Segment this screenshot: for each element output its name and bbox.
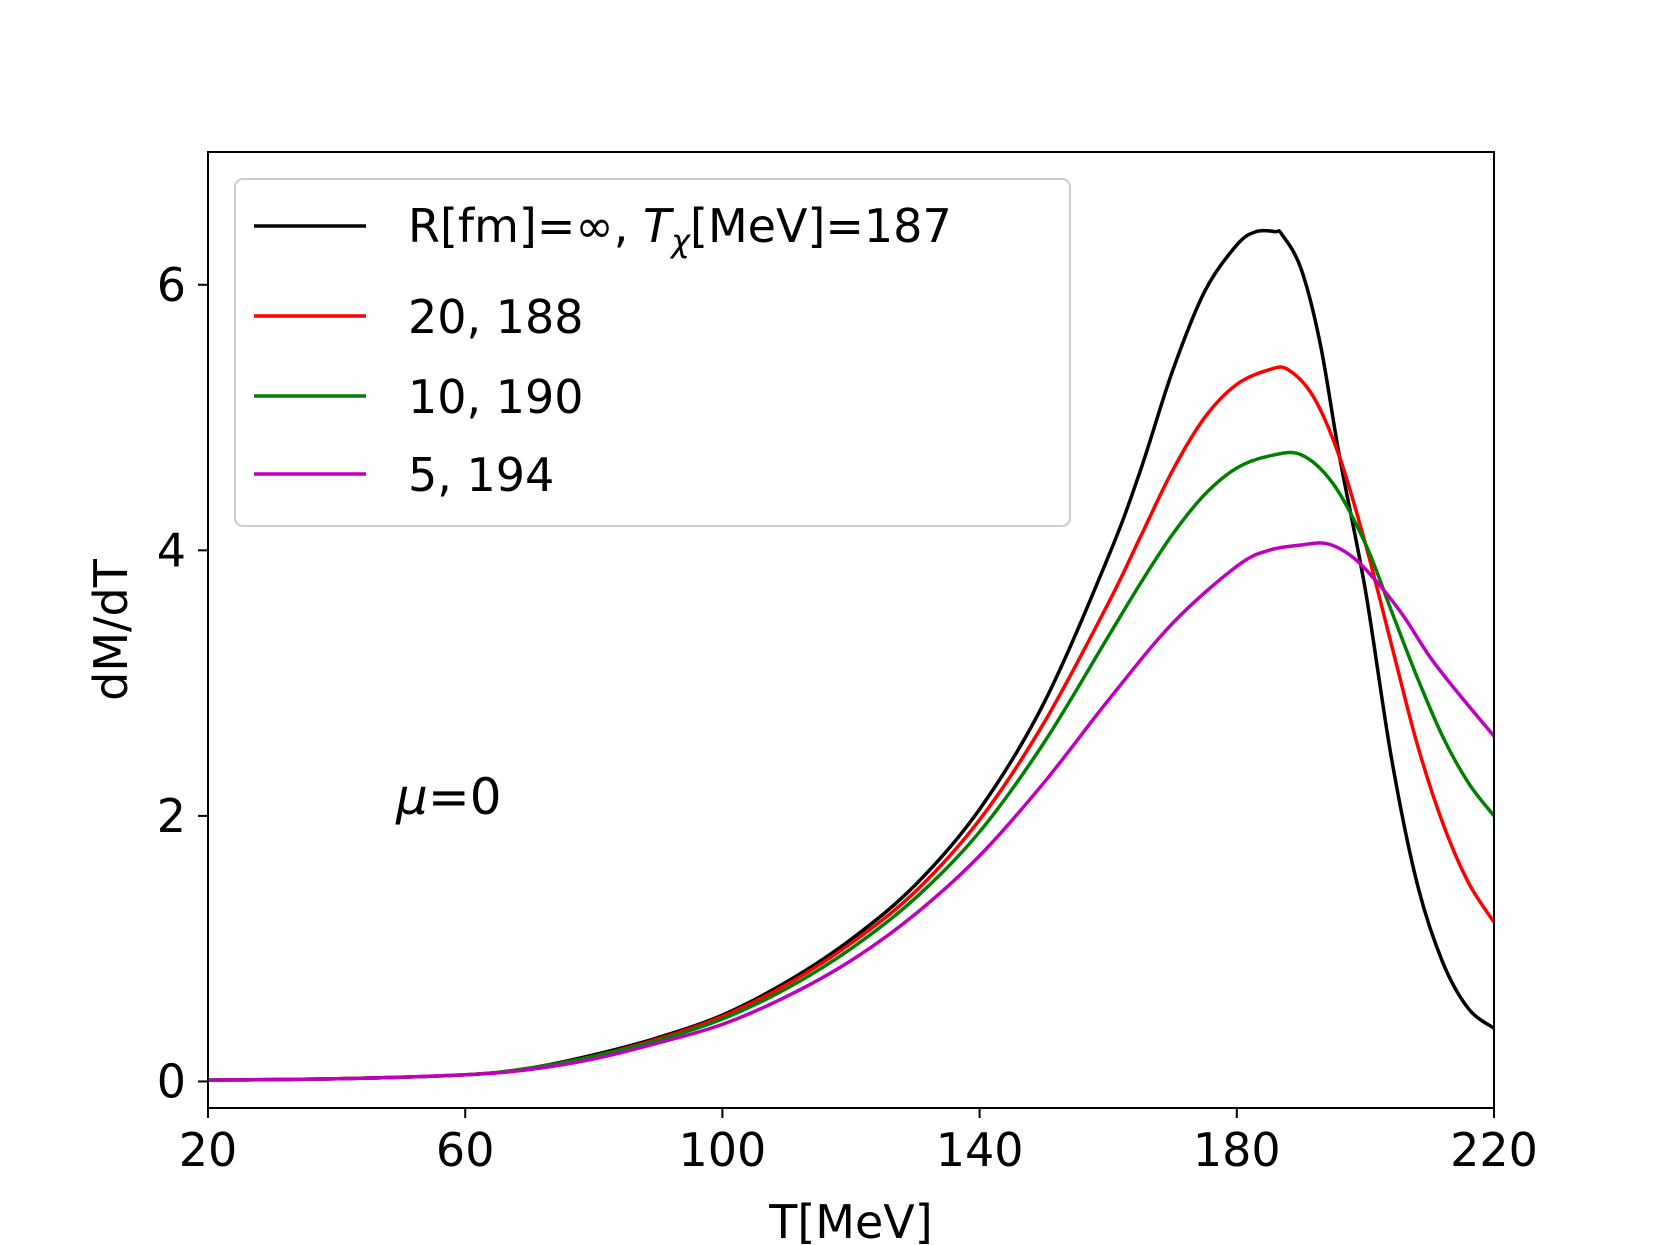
legend-label-green: 10, 190 — [408, 370, 584, 424]
y-tick-label: 0 — [157, 1054, 186, 1108]
y-tick-label: 6 — [157, 258, 186, 312]
y-axis: 0 2 4 6 — [157, 258, 208, 1108]
x-tick-label: 60 — [436, 1123, 495, 1177]
y-tick-label: 4 — [157, 523, 186, 577]
x-tick-label: 220 — [1450, 1123, 1538, 1177]
x-axis: 20 60 100 140 180 220 — [179, 1108, 1538, 1177]
legend-label-black-prefix: R[fm]=∞, — [408, 199, 643, 253]
x-tick-label: 180 — [1193, 1123, 1281, 1177]
plot-frame — [207, 151, 1495, 1109]
x-axis-label: T[MeV] — [768, 1195, 932, 1245]
legend-label-red: 20, 188 — [408, 290, 584, 344]
y-axis-label: dM/dT — [84, 558, 138, 701]
legend-label-black-symbol: T — [643, 199, 675, 253]
legend-label-black-subscript: χ — [669, 222, 691, 260]
annotation-mu: μ=0 — [395, 768, 502, 826]
series-line-3 — [207, 541, 1496, 1082]
x-tick-label: 100 — [678, 1123, 766, 1177]
legend-label-magenta: 5, 194 — [408, 448, 554, 502]
series-line-2 — [207, 450, 1496, 1082]
series-layer — [207, 228, 1496, 1082]
plot-area — [207, 151, 1496, 1109]
legend-box — [234, 178, 1071, 527]
y-tick-label: 2 — [157, 789, 186, 843]
annotation-mu-value: =0 — [428, 768, 502, 826]
legend-label-black: R[fm]=∞, Tχ[MeV]=187 — [408, 199, 952, 260]
legend: R[fm]=∞, Tχ[MeV]=187 20, 188 10, 190 5, … — [234, 178, 1071, 527]
x-tick-label: 140 — [936, 1123, 1024, 1177]
annotation-mu-symbol: μ — [395, 768, 428, 826]
legend-label-black-suffix: [MeV]=187 — [690, 199, 952, 253]
x-tick-label: 20 — [179, 1123, 238, 1177]
